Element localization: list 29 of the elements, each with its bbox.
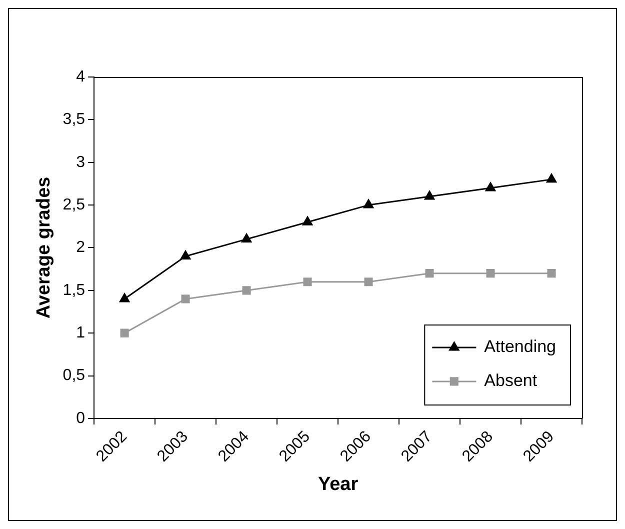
- y-tick-label: 1: [76, 324, 86, 342]
- y-tick-label: 1,5: [62, 282, 86, 299]
- point: [302, 216, 313, 226]
- y-tick-label: 3,5: [62, 111, 86, 128]
- point: [363, 199, 374, 208]
- y-tick-label: 4: [76, 68, 86, 86]
- point: [303, 278, 312, 286]
- y-tick-label: 2,5: [62, 196, 86, 214]
- point: [241, 233, 252, 242]
- point: [242, 286, 251, 295]
- legend-label: Attending: [484, 337, 556, 356]
- point: [424, 190, 435, 200]
- y-axis-title: Average grades: [34, 176, 55, 319]
- x-axis-title: Year: [318, 474, 359, 495]
- point: [364, 278, 373, 286]
- point: [486, 269, 495, 278]
- legend-label: Absent: [484, 371, 538, 390]
- point: [119, 293, 130, 302]
- point: [547, 269, 556, 278]
- point: [546, 174, 557, 183]
- point: [180, 250, 191, 260]
- point: [425, 269, 434, 278]
- y-tick-label: 3: [76, 154, 86, 171]
- point: [485, 182, 496, 192]
- point: [120, 328, 129, 338]
- y-tick-label: 2: [76, 239, 86, 256]
- y-tick-label: 0,5: [62, 367, 86, 384]
- y-tick-label: 0: [76, 410, 86, 427]
- point: [181, 294, 190, 304]
